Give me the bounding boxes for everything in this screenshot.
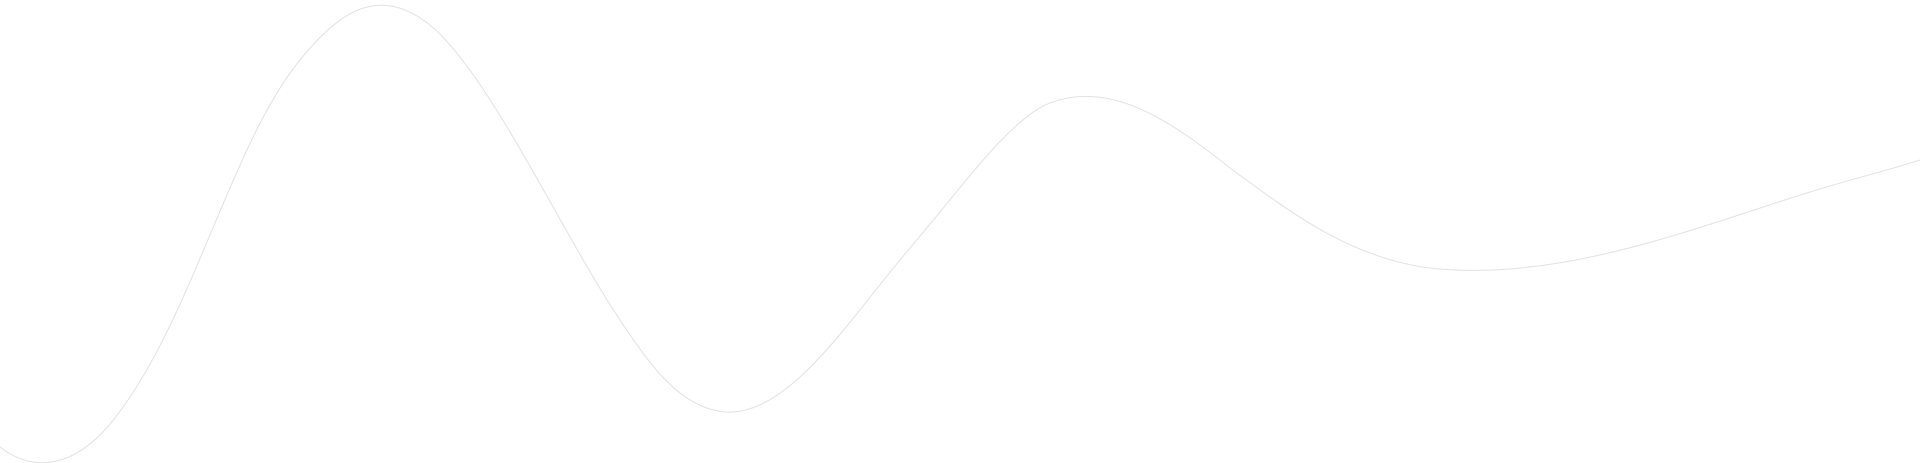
wave-line xyxy=(0,4,1920,463)
